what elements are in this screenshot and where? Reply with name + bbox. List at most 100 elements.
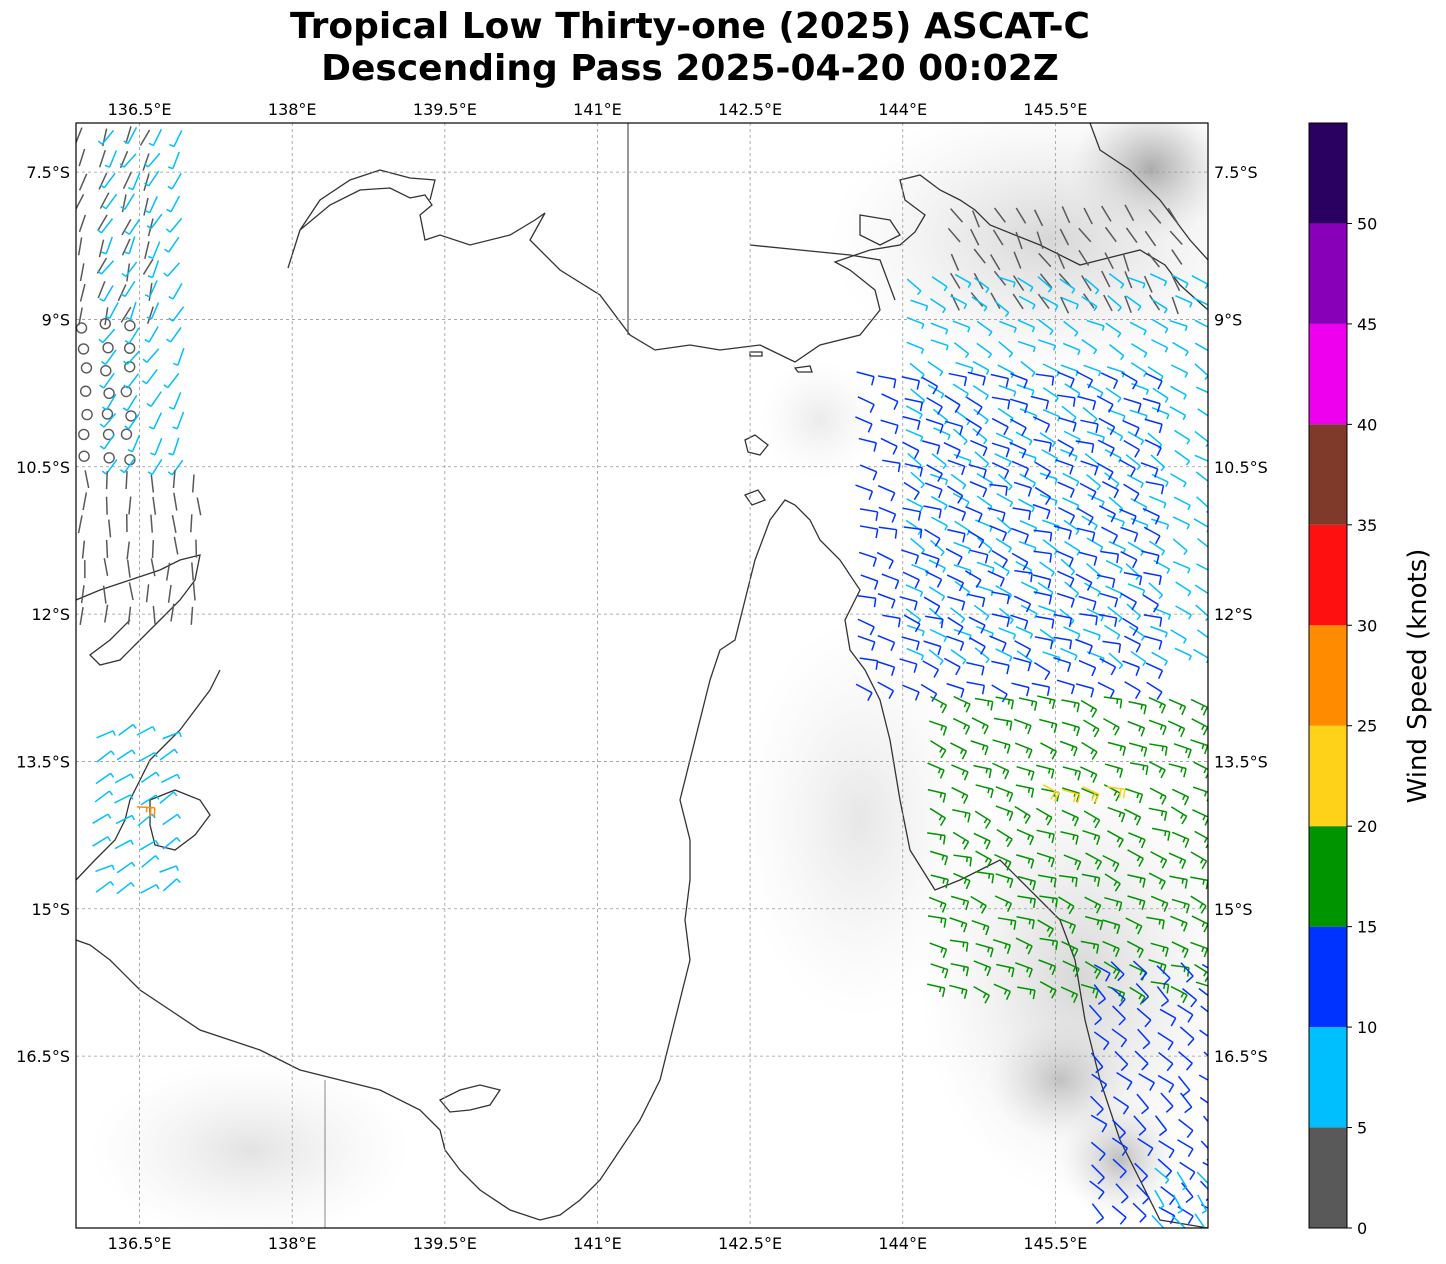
wind-barb-721 xyxy=(1080,699,1098,718)
wind-barb-895 xyxy=(1195,981,1208,992)
wind-barb-728 xyxy=(952,717,971,735)
wind-barb-696 xyxy=(1078,659,1097,677)
wind-barb-208 xyxy=(947,227,961,243)
lon-label-bottom-4: 142.5°E xyxy=(718,1234,782,1253)
wind-barb-259 xyxy=(1059,278,1076,294)
wind-barb-862 xyxy=(1039,937,1059,951)
wind-barb-292 xyxy=(1169,319,1188,332)
wind-barb-414 xyxy=(1081,515,1098,531)
wind-barb-815 xyxy=(1150,851,1168,869)
wind-barb-537 xyxy=(965,417,982,437)
wind-barb-668 xyxy=(1079,613,1098,626)
wind-barb-148 xyxy=(126,559,131,578)
wind-barb-274 xyxy=(1081,296,1098,312)
wind-barb-489 xyxy=(1196,629,1208,639)
wind-barb-505 xyxy=(877,375,897,389)
wind-barb-693 xyxy=(1013,656,1032,672)
wind-barb-932 xyxy=(1138,1073,1155,1091)
wind-barb-813 xyxy=(1102,854,1120,873)
wind-barb-127 xyxy=(191,474,195,493)
wind-barb-441 xyxy=(1060,558,1076,576)
wind-barb-945 xyxy=(1154,1115,1168,1137)
wind-barb-80 xyxy=(147,241,161,260)
colorbar-bin-2 xyxy=(1309,926,1347,1028)
wind-barb-979 xyxy=(1171,1215,1186,1228)
wind-barb-586 xyxy=(1123,483,1140,502)
wind-barb-663 xyxy=(968,616,986,634)
wind-barb-897 xyxy=(1062,788,1081,804)
wind-barb-730 xyxy=(993,717,1013,731)
lon-label-top-4: 142.5°E xyxy=(718,100,782,119)
wind-barb-50 xyxy=(79,283,86,302)
wind-barb-123 xyxy=(105,471,108,490)
wind-barb-934 xyxy=(1177,1075,1191,1097)
wind-barb-327 xyxy=(1016,384,1035,396)
wind-barb-273 xyxy=(1061,296,1079,310)
wind-barb-793 xyxy=(952,831,970,850)
wind-barb-713 xyxy=(1146,681,1163,700)
wind-barb-106 xyxy=(101,393,117,411)
wind-barb-717 xyxy=(995,696,1015,710)
wind-barb-766 xyxy=(927,788,947,803)
wind-barb-238 xyxy=(1124,271,1133,289)
wind-barb-528 xyxy=(1077,395,1097,411)
wind-barb-909 xyxy=(1156,986,1170,1007)
colorbar-tick-label-8: 40 xyxy=(1357,415,1377,434)
wind-barb-955 xyxy=(1112,1158,1127,1179)
wind-barb-664 xyxy=(991,613,1010,627)
wind-barb-170 xyxy=(138,751,158,763)
coast-river-islands xyxy=(749,244,896,301)
wind-barb-740 xyxy=(930,740,947,759)
wind-barb-399 xyxy=(1062,497,1080,511)
colorbar-tick-label-2: 10 xyxy=(1357,1018,1377,1037)
wind-barb-438 xyxy=(993,561,1010,577)
wind-barb-789 xyxy=(1148,807,1168,821)
wind-barb-261 xyxy=(1108,273,1125,289)
title-line-1: Tropical Low Thirty-one (2025) ASCAT-C xyxy=(290,6,1090,47)
colorbar-bin-3 xyxy=(1309,826,1347,927)
wind-barb-403 xyxy=(1148,495,1167,509)
wind-barb-53 xyxy=(148,282,153,301)
wind-barb-872 xyxy=(973,960,992,977)
wind-barb-66 xyxy=(99,172,116,189)
wind-barb-848 xyxy=(1016,915,1035,930)
wind-barb-307 xyxy=(1194,342,1208,357)
wind-barb-672 xyxy=(857,635,876,651)
wind-barb-878 xyxy=(1103,961,1121,980)
wind-barb-214 xyxy=(1078,227,1092,243)
colorbar: 0 5 10 15 20 25 30 35 40 45 50 xyxy=(1308,122,1377,1238)
wind-barb-546 xyxy=(858,437,878,452)
wind-barb-152 xyxy=(80,585,85,604)
wind-barb-602 xyxy=(859,525,879,539)
wind-barb-698 xyxy=(1122,660,1140,676)
wind-calm-8 xyxy=(100,364,112,377)
wind-barb-159 xyxy=(104,604,109,623)
wind-barb-541 xyxy=(1058,417,1077,432)
wind-barb-566 xyxy=(991,462,1010,479)
wind-barb-606 xyxy=(947,528,966,543)
wind-barb-784 xyxy=(1035,807,1053,826)
wind-barb-396 xyxy=(996,492,1014,508)
wind-barb-74 xyxy=(97,218,114,234)
wind-barb-695 xyxy=(1053,656,1072,672)
wind-barb-605 xyxy=(924,528,941,547)
wind-barb-142 xyxy=(126,541,130,560)
wind-barb-625 xyxy=(1056,550,1074,567)
wind-barb-816 xyxy=(1168,852,1187,869)
wind-barb-154 xyxy=(128,582,134,601)
wind-barb-785 xyxy=(1061,809,1079,827)
wind-barb-554 xyxy=(1033,438,1052,452)
wind-barb-191 xyxy=(159,865,179,873)
wind-barb-389 xyxy=(1151,473,1169,487)
lat-label-right-5: 15°S xyxy=(1214,900,1253,919)
wind-barb-155 xyxy=(145,584,150,603)
wind-barb-846 xyxy=(971,920,990,936)
wind-barb-797 xyxy=(1036,829,1055,844)
wind-barb-64 xyxy=(143,152,161,168)
wind-barb-197 xyxy=(950,208,964,223)
wind-barb-750 xyxy=(1149,743,1168,756)
wind-barb-901 xyxy=(1110,961,1125,982)
wind-barb-519 xyxy=(881,393,899,411)
wind-barb-931 xyxy=(1116,1071,1133,1091)
wind-barb-798 xyxy=(1060,831,1079,845)
